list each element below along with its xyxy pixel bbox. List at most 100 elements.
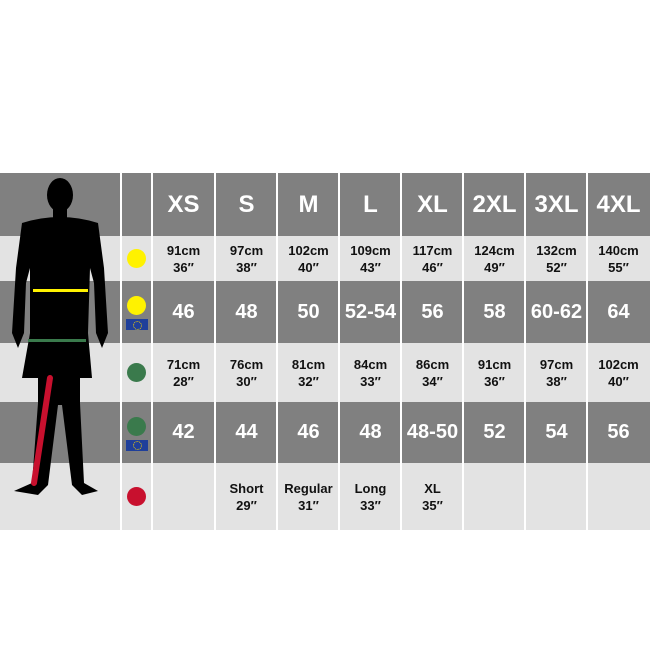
cell-text: 52 <box>483 421 506 443</box>
size-header-xs: XS <box>167 190 200 218</box>
red-indicator-dot-icon <box>127 487 146 506</box>
green-indicator-dot-icon <box>127 363 146 382</box>
waist-eu-cell: 56 <box>588 402 649 463</box>
chest-cm-in-cell: 109cm 43″ <box>340 236 401 281</box>
cell-text: 91cm <box>166 242 201 258</box>
waist-eu-cell: 48-50 <box>402 402 463 463</box>
chest-cm-in-cell: 97cm 38″ <box>216 236 277 281</box>
inside-leg-cell <box>526 463 587 530</box>
cell-text: 55″ <box>608 259 629 275</box>
row-band <box>0 236 650 281</box>
cell-text: 140cm <box>598 242 639 258</box>
chest-cm-in-cell: 91cm 36″ <box>153 236 214 281</box>
cell-text: 31″ <box>298 497 319 513</box>
size-header-3xl: 3XL <box>534 190 579 218</box>
column-divider <box>586 173 588 530</box>
cell-text: 132cm <box>536 242 577 258</box>
green-indicator-dot-icon <box>127 416 146 436</box>
size-header-2xl: 2XL <box>472 190 517 218</box>
chest-eu-cell: 52-54 <box>340 281 401 343</box>
cell-text: 56 <box>421 300 444 323</box>
cell-text: 71cm <box>166 356 201 372</box>
cell-text: 36″ <box>173 259 194 275</box>
inside-leg-cell <box>153 463 214 530</box>
inside-leg-cell: Long 33″ <box>340 463 401 530</box>
cell-text: 42 <box>172 421 195 443</box>
chest-cm-in-cell: 102cm 40″ <box>278 236 339 281</box>
cell-text: 102cm <box>288 242 329 258</box>
cell-text: 84cm <box>353 356 388 372</box>
cell-text: 28″ <box>173 373 194 389</box>
cell-text: 64 <box>607 300 630 323</box>
cell-text: 43″ <box>360 259 381 275</box>
cell-text: Long <box>354 480 387 496</box>
cell-text: 29″ <box>236 497 257 513</box>
cell-text: 35″ <box>422 497 443 513</box>
waist-eu-cell: 46 <box>278 402 339 463</box>
cell-text: 76cm <box>229 356 264 372</box>
cell-text: 49″ <box>484 259 505 275</box>
inside-leg-line <box>31 375 53 486</box>
waist-eu-cell: 42 <box>153 402 214 463</box>
inside-leg-cell: Regular 31″ <box>278 463 339 530</box>
chest-cm-in-cell: 117cm 46″ <box>402 236 463 281</box>
column-divider <box>524 173 526 530</box>
chest-eu-cell: 56 <box>402 281 463 343</box>
header-row <box>0 173 650 236</box>
cell-text: 30″ <box>236 373 257 389</box>
column-divider <box>214 173 216 530</box>
cell-text: 46 <box>297 421 320 443</box>
cell-text: 33″ <box>360 497 381 513</box>
cell-text: Regular <box>284 480 333 496</box>
chest-eu-cell: 50 <box>278 281 339 343</box>
cell-text: 117cm <box>412 242 453 258</box>
size-header-m: M <box>298 190 319 218</box>
cell-text: 60-62 <box>530 300 583 323</box>
row-band <box>0 281 650 343</box>
cell-text: 91cm <box>477 356 512 372</box>
cell-text: 109cm <box>350 242 391 258</box>
cell-text: 46 <box>172 300 195 323</box>
chest-eu-cell: 46 <box>153 281 214 343</box>
cell-text: 48-50 <box>406 421 459 443</box>
chest-cm-in-cell: 132cm 52″ <box>526 236 587 281</box>
yellow-indicator-dot-icon <box>127 296 146 315</box>
cell-text: 52-54 <box>344 300 397 323</box>
cell-text: 102cm <box>598 356 639 372</box>
row-band <box>0 463 650 530</box>
cell-text: 40″ <box>608 373 629 389</box>
cell-text: 38″ <box>236 259 257 275</box>
column-divider <box>120 173 122 530</box>
chest-eu-cell: 64 <box>588 281 649 343</box>
cell-text: 54 <box>545 421 568 443</box>
waist-cm-in-cell: 86cm 34″ <box>402 343 463 402</box>
column-divider <box>151 173 153 530</box>
cell-text: 34″ <box>422 373 443 389</box>
waist-eu-cell: 52 <box>464 402 525 463</box>
waist-cm-in-cell: 102cm 40″ <box>588 343 649 402</box>
row-band <box>0 343 650 402</box>
chest-eu-cell: 48 <box>216 281 277 343</box>
cell-text: 56 <box>607 421 630 443</box>
eu-flag-icon <box>126 439 148 451</box>
cell-text: 33″ <box>360 373 381 389</box>
column-divider <box>400 173 402 530</box>
body-silhouette-figure <box>12 178 108 495</box>
column-divider <box>338 173 340 530</box>
cell-text: 40″ <box>298 259 319 275</box>
inside-leg-cell: XL 35″ <box>402 463 463 530</box>
cell-text: 97cm <box>539 356 574 372</box>
yellow-indicator-dot-icon <box>127 249 146 268</box>
chest-eu-cell: 60-62 <box>526 281 587 343</box>
waist-cm-in-cell: 97cm 38″ <box>526 343 587 402</box>
chest-cm-in-cell: 140cm 55″ <box>588 236 649 281</box>
size-header-l: L <box>363 190 378 218</box>
cell-text: 52″ <box>546 259 567 275</box>
cell-text: 50 <box>297 300 320 323</box>
cell-text: 32″ <box>298 373 319 389</box>
cell-text: 124cm <box>474 242 515 258</box>
cell-text: XL <box>424 480 441 496</box>
inside-leg-cell <box>588 463 649 530</box>
column-divider <box>276 173 278 530</box>
waist-cm-in-cell: 76cm 30″ <box>216 343 277 402</box>
